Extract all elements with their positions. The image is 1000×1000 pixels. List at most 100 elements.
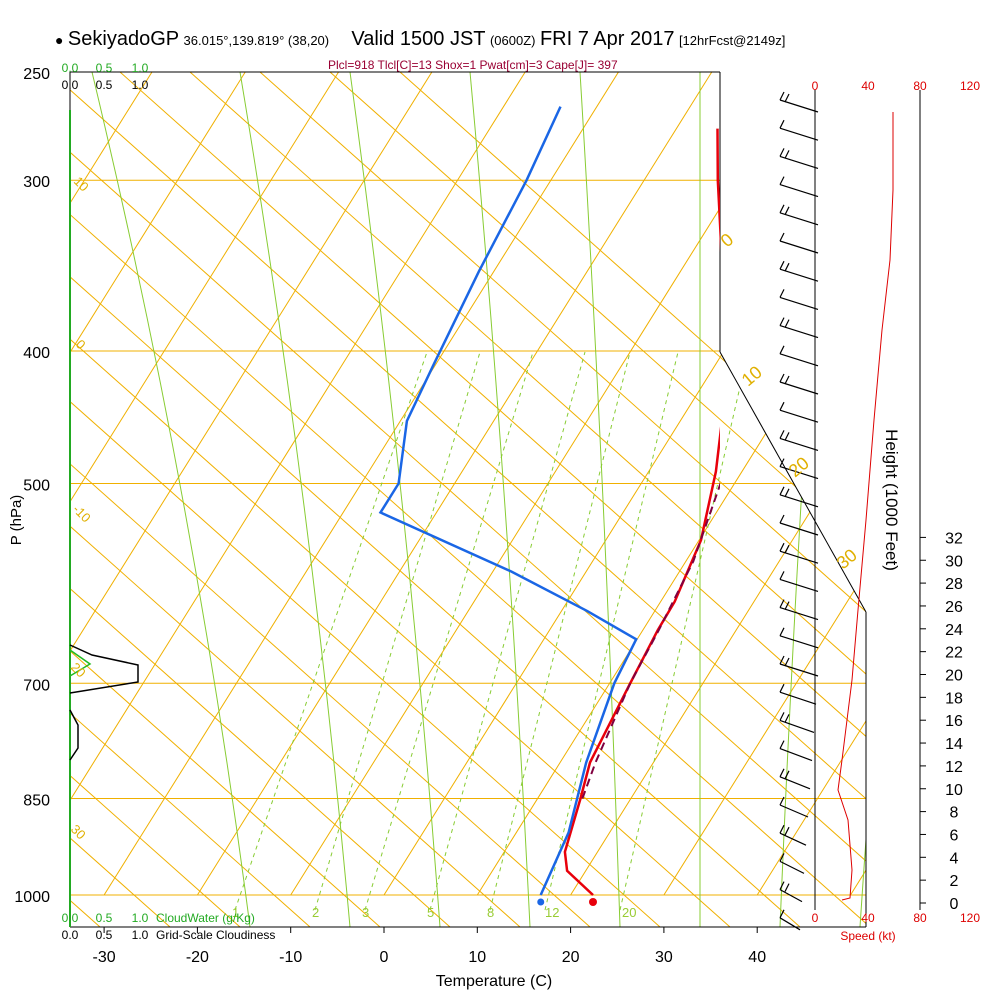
- height-tick-26: 26: [945, 599, 963, 616]
- wind-barb: [779, 635, 819, 649]
- height-tick-12: 12: [945, 759, 963, 776]
- height-tick-16: 16: [945, 713, 963, 730]
- cloudwater-scale-bottom: 0.0: [62, 911, 79, 925]
- isotherm-line: [70, 72, 526, 896]
- wind-barb-flag: [784, 657, 790, 667]
- dry-adiabat-label: 20: [68, 660, 89, 681]
- height-tick-0: 0: [950, 896, 959, 913]
- dry-adiabat-line: [70, 72, 241, 927]
- height-tick-22: 22: [945, 645, 963, 662]
- cloudiness-scale-top: 0.0: [62, 78, 79, 92]
- wind-barb: [779, 155, 819, 169]
- moist-adiabat-label: 20: [785, 453, 813, 481]
- wind-barb: [779, 607, 819, 621]
- wind-barb: [779, 268, 819, 282]
- wind-barb: [779, 691, 817, 705]
- chart-title: ● SekiyadoGP 36.015°,139.819° (38,20) Va…: [55, 28, 785, 51]
- mixing-ratio-label: 2: [312, 905, 319, 920]
- dry-adiabat-line: [70, 72, 521, 927]
- mixing-ratio-line: [429, 351, 586, 911]
- wind-barbs: [779, 91, 819, 931]
- dry-adiabat-line: [399, 72, 866, 927]
- dry-adiabat-line: [70, 72, 381, 927]
- cloudiness-scale-top: 1.0: [132, 78, 149, 92]
- station-name: SekiyadoGP: [67, 28, 180, 50]
- wind-barb-flag: [779, 260, 785, 270]
- dry-adiabat-line: [119, 72, 866, 927]
- moist-adiabat-line: [349, 72, 441, 927]
- wind-barb-flag: [779, 401, 785, 411]
- cloudiness-scale-bottom: 0.0: [62, 928, 79, 942]
- series-temperature: [563, 128, 720, 896]
- forecast-date: FRI 7 Apr 2017: [539, 28, 675, 50]
- wind-barb-flag: [779, 683, 785, 693]
- wind-barb-flag: [779, 317, 785, 326]
- pressure-tick-500: 500: [23, 478, 50, 495]
- speed-scale-bottom: 40: [861, 911, 875, 925]
- cloudwater-scale-top: 0.0: [62, 61, 79, 75]
- height-tick-32: 32: [945, 530, 963, 547]
- cloudwater-scale-bottom: 0.5: [96, 911, 113, 925]
- cloudiness-scale-bottom: 1.0: [132, 928, 149, 942]
- wind-barb: [779, 212, 819, 226]
- wind-barb: [779, 776, 811, 790]
- isotherm-line: [756, 72, 866, 896]
- wind-barb-flag: [784, 714, 790, 723]
- wind-barb: [779, 889, 803, 903]
- speed-scale-top: 0: [812, 79, 819, 93]
- wind-barb-flag: [784, 375, 790, 385]
- wind-barb-flag: [779, 768, 785, 778]
- surface-temperature-marker: [588, 898, 597, 906]
- height-tick-10: 10: [945, 782, 963, 799]
- cloudiness-scale-bottom: 0.5: [96, 928, 113, 942]
- dry-adiabat-label: 0: [73, 337, 89, 353]
- temperature-tick--30: -30: [93, 949, 116, 966]
- mixing-ratio-label: 1: [232, 905, 239, 920]
- isotherm-line: [196, 72, 713, 896]
- wind-barb-flag: [784, 319, 790, 328]
- dry-adiabat-line: [70, 72, 866, 927]
- wind-barb-flag: [779, 119, 785, 129]
- pressure-tick-300: 300: [23, 174, 50, 191]
- plot-frame: [69, 71, 921, 928]
- mixing-ratio-label: 3: [362, 905, 369, 920]
- wind-barb-flag: [779, 740, 785, 749]
- wind-barb: [779, 748, 813, 762]
- wind-barb: [779, 522, 819, 536]
- wind-barb: [779, 184, 819, 198]
- wind-barb-flag: [779, 514, 785, 524]
- cloudwater-label: CloudWater (g/Kg): [156, 911, 255, 925]
- cloudwater-scale-top: 1.0: [132, 61, 149, 75]
- speed-scale-bottom: 0: [812, 911, 819, 925]
- isotherm-line: [70, 72, 433, 896]
- surface-dewpoint-marker: [537, 898, 545, 906]
- isotherm-line: [850, 72, 866, 896]
- mixing-ratio-label: 5: [427, 905, 434, 920]
- cloudiness-label: Grid-Scale Cloudiness: [156, 928, 275, 942]
- temperature-tick-10: 10: [468, 949, 486, 966]
- cloudwater-scale-top: 0.5: [96, 61, 113, 75]
- wind-barb: [779, 296, 819, 310]
- mixing-ratio-line: [234, 351, 428, 911]
- series-dewpoint: [378, 106, 638, 896]
- temperature-tick-20: 20: [562, 949, 580, 966]
- wind-barb: [779, 437, 819, 451]
- speed-scale-top: 40: [861, 79, 875, 93]
- pressure-tick-850: 850: [23, 793, 50, 810]
- wind-barb: [779, 325, 819, 339]
- wind-barb: [779, 578, 819, 592]
- moist-adiabat-line: [91, 72, 251, 927]
- wind-barb-flag: [784, 262, 790, 272]
- height-tick-24: 24: [945, 622, 963, 639]
- mixing-ratio-line: [619, 351, 749, 911]
- wind-barb-flag: [779, 373, 785, 383]
- isotherm-line: [476, 72, 866, 896]
- wind-barb-flag: [779, 796, 785, 806]
- wind-barb-flag: [779, 232, 785, 242]
- wind-barb-flag: [779, 345, 785, 355]
- dry-adiabat-line: [70, 72, 311, 927]
- y-axis-label: P (hPa): [8, 495, 25, 546]
- moist-adiabat-line: [469, 72, 531, 927]
- mixing-ratio-label: 20: [622, 905, 636, 920]
- mixing-ratio-line: [314, 351, 481, 911]
